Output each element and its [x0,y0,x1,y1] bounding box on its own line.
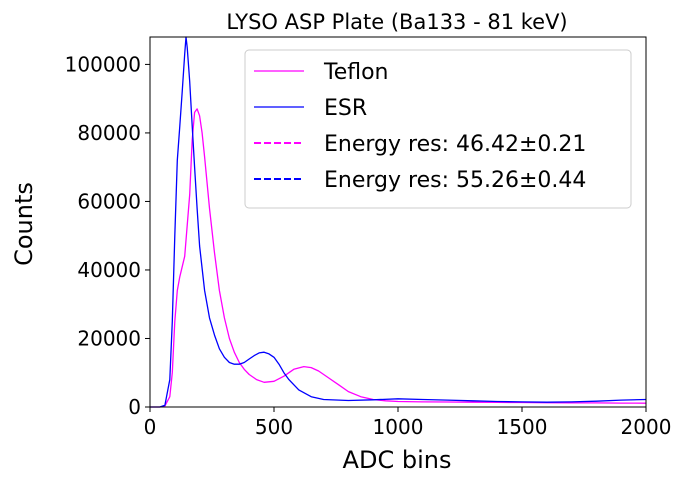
legend-entries: Teflon ESR Energy res: 46.42±0.21 Energy re… [254,60,586,193]
y-axis-label: Counts [10,182,38,266]
series-line-teflon [150,108,647,408]
legend-label: Energy res: 46.42±0.21 [324,132,586,157]
y-tick-label: 20000 [77,326,141,350]
x-tick-label: 500 [255,415,293,439]
y-axis-ticks: 0 20000 40000 60000 80000 100000 [65,52,150,419]
x-axis-ticks: 0 500 1000 1500 2000 [144,407,672,439]
chart-title: LYSO ASP Plate (Ba133 - 81 keV) [226,10,567,34]
series-layer [150,36,647,408]
legend-label: Teflon [323,60,389,85]
y-tick-label: 80000 [77,121,141,145]
series-line-esr [150,36,647,408]
x-axis-label: ADC bins [343,446,452,474]
x-tick-label: 1000 [373,415,424,439]
x-tick-label: 0 [144,415,157,439]
legend-label: Energy res: 55.26±0.44 [324,168,586,193]
legend-box [244,49,632,209]
y-tick-label: 60000 [77,189,141,213]
legend: Teflon ESR Energy res: 46.42±0.21 Energy re… [244,49,632,209]
y-tick-label: 100000 [65,52,141,76]
x-tick-label: 2000 [621,415,672,439]
y-tick-label: 40000 [77,258,141,282]
legend-label: ESR [324,96,367,121]
x-tick-label: 1500 [497,415,548,439]
y-tick-label: 0 [128,395,141,419]
